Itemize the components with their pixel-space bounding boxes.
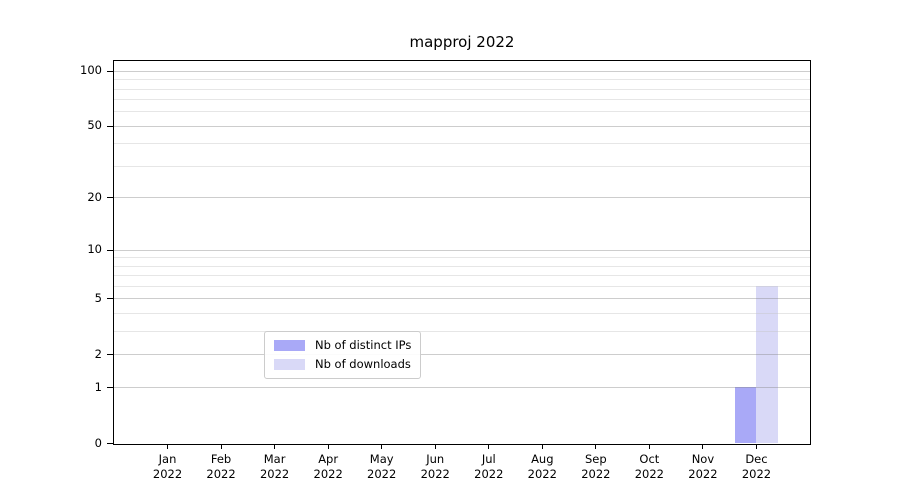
x-tick-mark [702,445,704,449]
y-tick-label: 50 [87,118,102,133]
x-tick-year: 2022 [474,467,504,481]
y-tick-mark [107,249,113,251]
x-tick-label: Jul 2022 [457,452,521,482]
x-tick-year: 2022 [527,467,557,481]
y-minor-gridline [114,331,810,333]
y-minor-gridline [114,257,810,259]
x-tick-label: Sep 2022 [564,452,628,482]
x-tick-year: 2022 [259,467,290,481]
y-major-gridline [114,298,810,300]
legend-swatch-distinct-ips [274,340,305,351]
y-minor-gridline [114,111,810,113]
x-tick-mark [648,445,650,449]
x-tick-mark [595,445,597,449]
bar-downloads [756,286,778,443]
x-tick-month: Nov [691,452,715,466]
x-tick-label: Dec 2022 [724,452,788,482]
y-tick-label: 100 [80,63,102,78]
x-tick-month: Oct [639,452,660,466]
x-tick-year: 2022 [313,467,343,481]
y-minor-gridline [114,265,810,267]
legend-label-distinct-ips: Nb of distinct IPs [315,338,412,352]
y-minor-gridline [114,99,810,101]
y-tick-mark [107,197,113,199]
x-tick-mark [541,445,543,449]
x-tick-mark [381,445,383,449]
x-tick-year: 2022 [152,467,183,481]
x-tick-month: Mar [263,452,286,466]
y-minor-gridline [114,143,810,145]
x-tick-mark [220,445,222,449]
x-tick-label: Oct 2022 [617,452,681,482]
x-tick-mark [488,445,490,449]
x-tick-month: Jul [481,452,496,466]
legend-entry-distinct-ips: Nb of distinct IPs [274,338,411,353]
y-major-gridline [114,249,810,251]
y-minor-gridline [114,286,810,288]
y-major-gridline [114,387,810,389]
x-tick-month: Feb [210,452,232,466]
plot-area: 0 1 2 5 10 20 50 100 Jan 2022 Feb 2022 Mar 2022 Apr 202… [80,60,811,481]
x-tick-label: Jan 2022 [136,452,200,482]
x-tick-year: 2022 [581,467,611,481]
bar-distinct-ips [734,387,757,443]
x-tick-label: May 2022 [350,452,414,482]
y-tick-mark [107,443,113,444]
y-major-gridline [114,197,810,199]
y-tick-label: 20 [87,189,102,204]
y-major-gridline [114,70,810,72]
y-minor-gridline [114,275,810,277]
y-tick-mark [107,298,113,300]
chart-title: mapproj 2022 [409,33,515,51]
y-minor-gridline [114,313,810,315]
y-tick-mark [107,125,113,127]
y-tick-label: 10 [87,242,102,257]
x-tick-year: 2022 [634,467,665,481]
y-major-gridline [114,125,810,127]
x-tick-label: Mar 2022 [243,452,307,482]
legend: Nb of distinct IPs Nb of downloads [264,331,422,379]
x-tick-month: Apr [318,452,339,466]
y-tick-mark [107,354,113,356]
x-tick-month: Jun [426,452,445,466]
x-tick-label: Nov 2022 [671,452,735,482]
y-tick-mark [107,387,113,389]
y-major-gridline [114,354,810,356]
x-tick-label: Jun 2022 [403,452,467,482]
x-tick-mark [274,445,276,449]
legend-entry-downloads: Nb of downloads [274,357,411,372]
x-tick-year: 2022 [367,467,397,481]
x-tick-year: 2022 [688,467,718,481]
x-tick-month: Jan [158,452,177,466]
x-tick-label: Apr 2022 [296,452,360,482]
y-tick-label: 0 [94,435,102,450]
x-tick-year: 2022 [206,467,236,481]
x-tick-month: Aug [531,452,554,466]
y-minor-gridline [114,79,810,81]
x-tick-month: Dec [745,452,768,466]
legend-label-downloads: Nb of downloads [315,357,411,371]
y-minor-gridline [114,88,810,90]
legend-swatch-downloads [274,359,305,370]
y-tick-mark [107,70,113,72]
y-tick-label: 5 [94,290,102,305]
x-tick-month: May [369,452,394,466]
y-tick-label: 2 [94,346,102,361]
x-tick-mark [167,445,169,449]
x-tick-mark [755,445,757,449]
y-minor-gridline [114,166,810,168]
x-tick-label: Feb 2022 [189,452,253,482]
x-tick-year: 2022 [420,467,450,481]
y-tick-label: 1 [94,379,102,394]
x-tick-label: Aug 2022 [510,452,574,482]
x-tick-mark [434,445,436,449]
x-tick-year: 2022 [741,467,772,481]
x-tick-mark [327,445,329,449]
x-tick-month: Sep [585,452,607,466]
